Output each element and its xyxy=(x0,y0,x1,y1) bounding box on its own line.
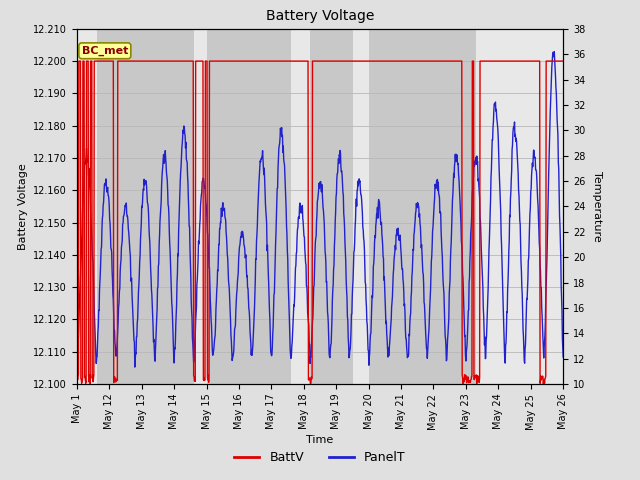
Bar xyxy=(97,29,193,384)
Bar xyxy=(310,29,353,384)
Bar xyxy=(207,29,291,384)
Text: BC_met: BC_met xyxy=(82,46,128,56)
Y-axis label: Battery Voltage: Battery Voltage xyxy=(18,163,28,250)
Title: Battery Voltage: Battery Voltage xyxy=(266,10,374,24)
Legend: BattV, PanelT: BattV, PanelT xyxy=(229,446,411,469)
X-axis label: Time: Time xyxy=(307,435,333,445)
Y-axis label: Temperature: Temperature xyxy=(592,171,602,242)
Bar xyxy=(369,29,476,384)
